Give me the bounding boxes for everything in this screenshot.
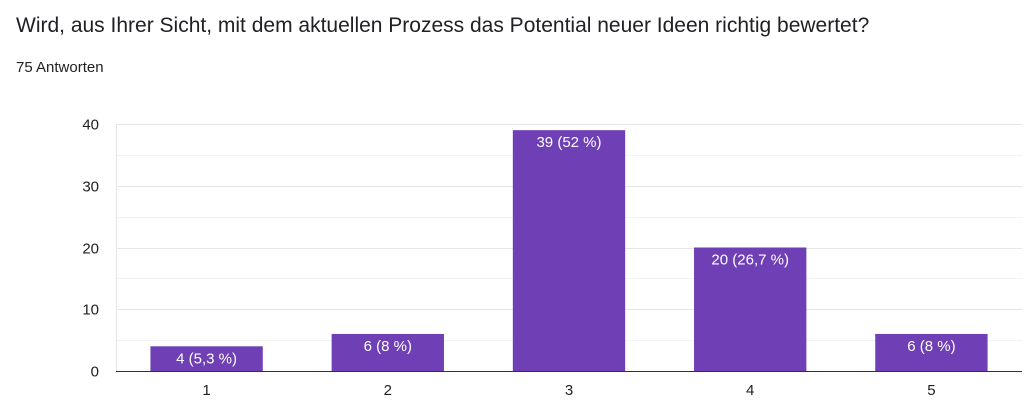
bars <box>150 130 988 372</box>
y-tick-label: 40 <box>82 117 99 134</box>
y-tick-labels: 0 10 20 30 40 <box>82 117 99 381</box>
response-count: 75 Antworten <box>16 59 104 76</box>
bar-2[interactable] <box>331 333 444 371</box>
y-tick-label: 0 <box>91 364 99 381</box>
x-tick-label: 1 <box>202 382 210 399</box>
data-label-4: 20 (26,7 %) <box>711 252 789 269</box>
data-label-3: 39 (52 %) <box>536 134 601 151</box>
data-label-1: 4 (5,3 %) <box>176 350 237 367</box>
y-tick-label: 20 <box>82 241 99 258</box>
data-labels: 4 (5,3 %) 6 (8 %) 39 (52 %) 20 (26,7 %) 6 (8… <box>176 134 955 367</box>
data-label-2: 6 (8 %) <box>364 338 412 355</box>
y-tick-label: 30 <box>82 179 99 196</box>
x-tick-label: 4 <box>746 382 754 399</box>
question-title: Wird, aus Ihrer Sicht, mit dem aktuellen… <box>16 14 870 37</box>
data-label-5: 6 (8 %) <box>907 338 955 355</box>
bar-5[interactable] <box>875 333 988 371</box>
x-tick-label: 3 <box>565 382 573 399</box>
bar-3[interactable] <box>512 130 626 371</box>
bar-4[interactable] <box>694 247 807 372</box>
x-tick-labels: 1 2 3 4 5 <box>202 382 935 399</box>
x-tick-label: 2 <box>384 382 392 399</box>
bar-1[interactable] <box>150 346 263 371</box>
x-tick-label: 5 <box>927 382 935 399</box>
y-tick-label: 10 <box>82 302 99 319</box>
